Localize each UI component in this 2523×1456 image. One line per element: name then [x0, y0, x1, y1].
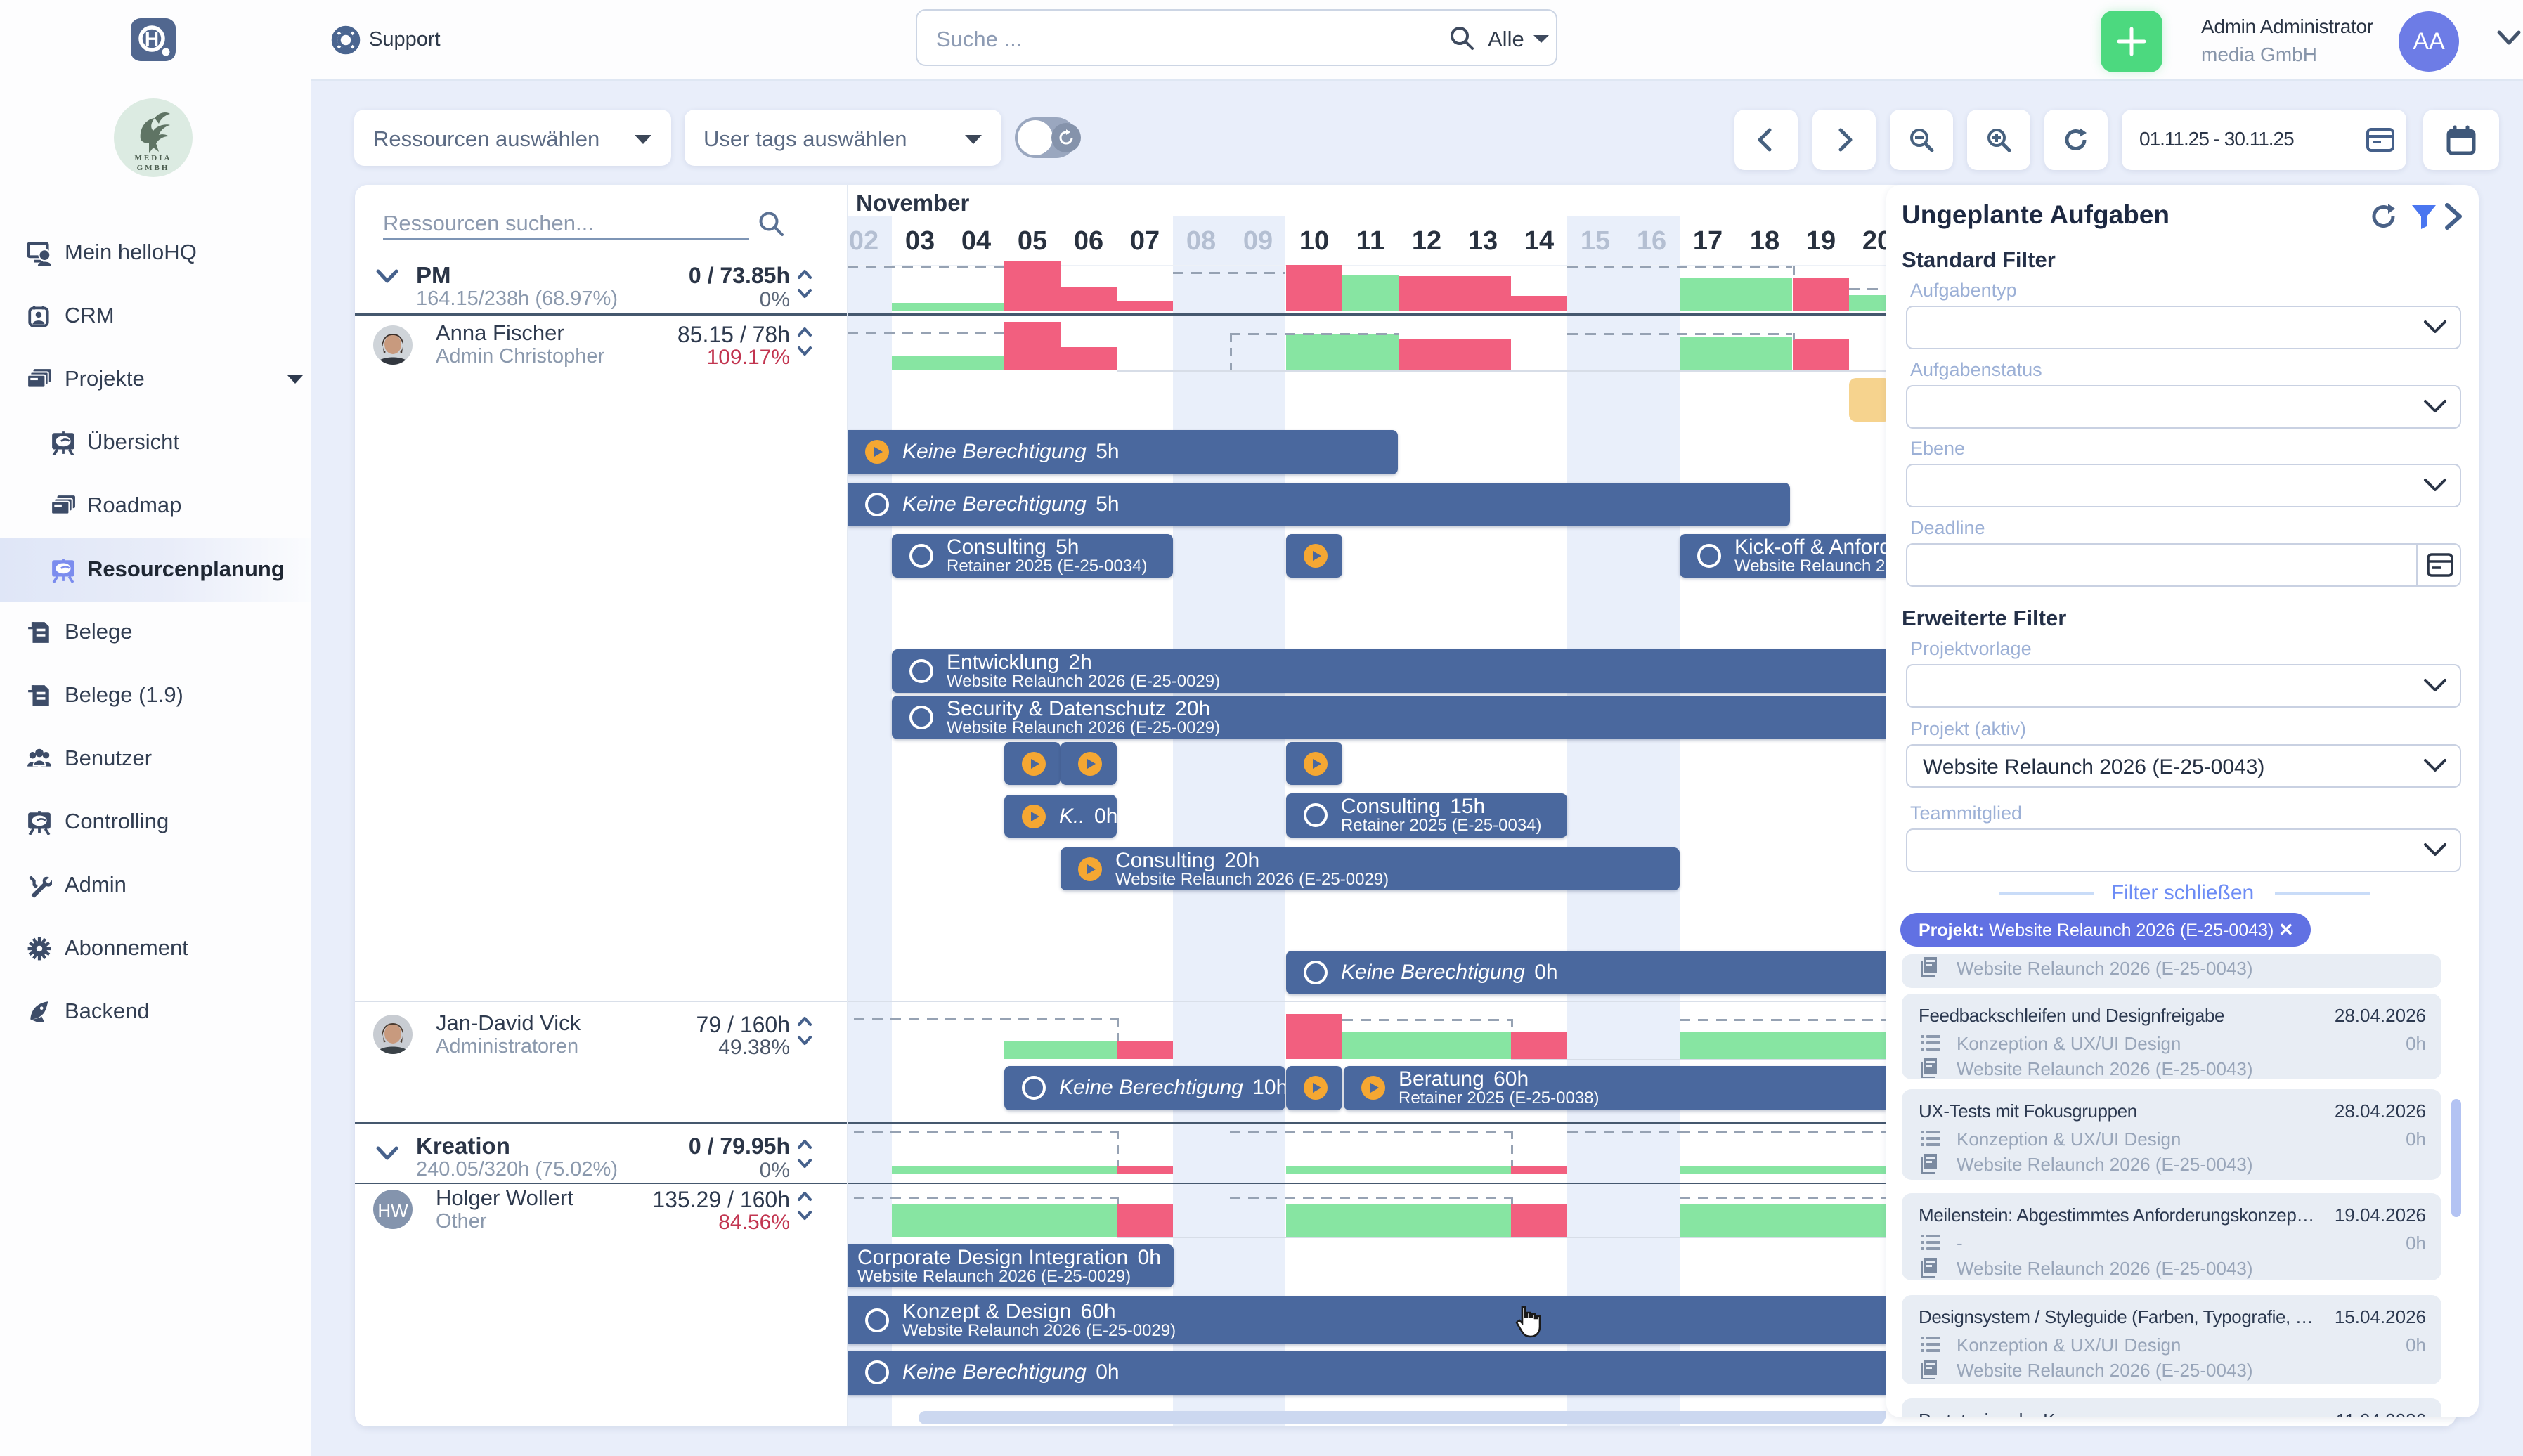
svg-text:GMBH: GMBH [137, 164, 170, 172]
svg-text:MEDIA: MEDIA [135, 154, 172, 162]
svg-text:H: H [145, 28, 159, 50]
